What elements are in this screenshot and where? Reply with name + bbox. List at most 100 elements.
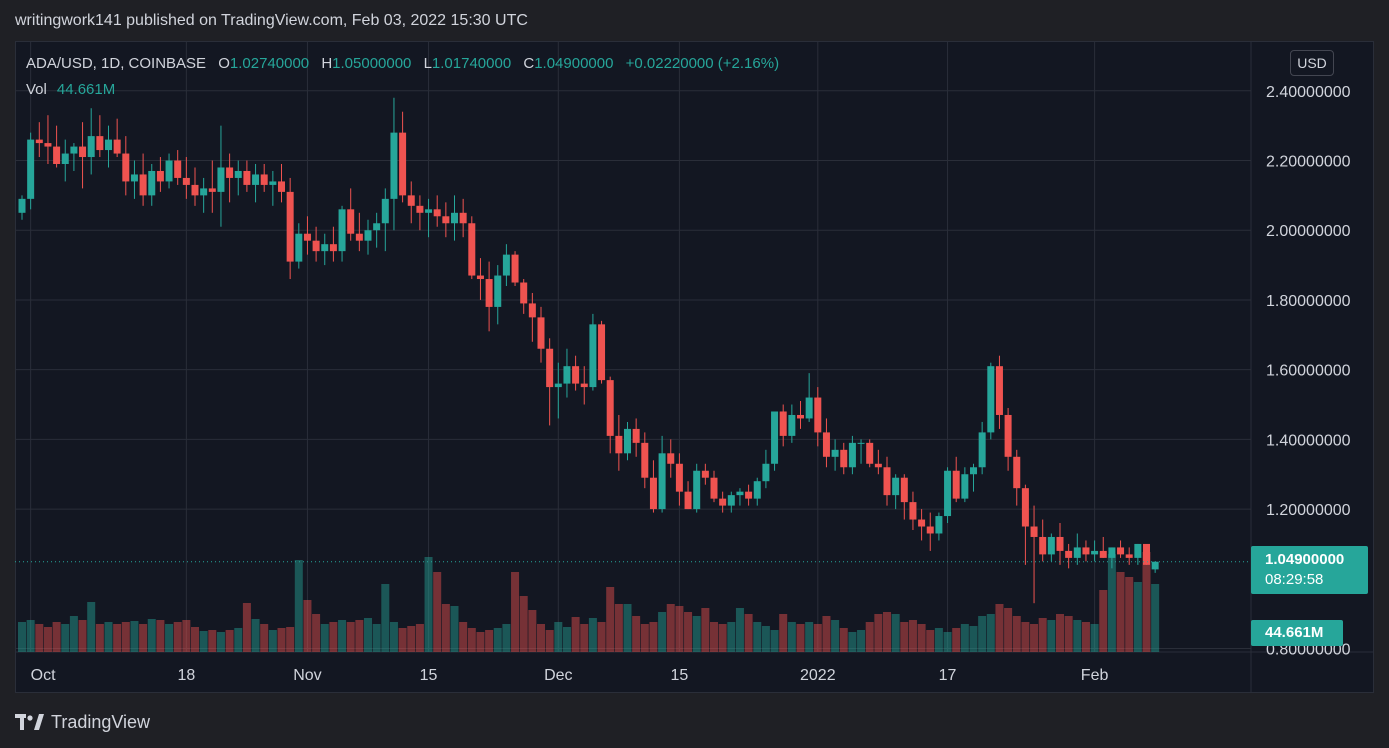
volume-bar <box>398 628 407 652</box>
volume-bar <box>216 632 225 652</box>
volume-bar <box>493 628 502 652</box>
x-tick-label: 15 <box>420 667 438 684</box>
candle-body <box>425 209 433 213</box>
candle-body <box>451 212 458 224</box>
bar-countdown: 08:29:58 <box>1265 571 1324 588</box>
candle-body <box>961 474 969 499</box>
candle <box>771 411 779 471</box>
volume-bar <box>571 617 580 652</box>
candle-body <box>1021 488 1029 527</box>
candle-body <box>1099 550 1107 558</box>
candle <box>1039 519 1047 562</box>
volume-bar <box>441 604 450 652</box>
candle <box>148 164 156 206</box>
volume-bar <box>173 622 182 652</box>
volume-bar <box>623 604 632 652</box>
candle <box>874 449 882 475</box>
volume-label[interactable]: Vol <box>26 81 47 98</box>
candle-body <box>797 414 804 419</box>
candle-body <box>1117 547 1125 555</box>
candle-body <box>130 174 138 182</box>
candle <box>762 449 770 489</box>
volume-bar <box>225 630 234 652</box>
footer[interactable]: TradingView <box>15 710 150 734</box>
volume-bar <box>934 628 943 652</box>
volume-bar <box>519 596 528 652</box>
volume-bar <box>1151 584 1160 652</box>
symbol-label[interactable]: ADA/USD, 1D, COINBASE <box>26 55 207 72</box>
candle <box>935 512 943 541</box>
low-value: 1.01740000 <box>431 55 512 72</box>
volume-bar <box>978 616 987 652</box>
candle <box>1013 449 1021 506</box>
candle-body <box>1004 414 1012 457</box>
candle-body <box>978 432 986 468</box>
candle <box>658 435 666 513</box>
volume-bar <box>692 616 701 652</box>
candle-body <box>27 139 35 199</box>
candle-body <box>468 223 476 276</box>
candle <box>381 188 389 252</box>
volume-bar <box>459 622 468 652</box>
candle <box>710 470 718 503</box>
volume-bar <box>1099 590 1108 652</box>
chart-frame[interactable] <box>15 41 1374 693</box>
candle <box>537 306 545 363</box>
candle-body <box>459 212 467 224</box>
volume-legend: Vol 44.661M <box>26 81 115 98</box>
candle <box>693 463 701 513</box>
candle <box>35 122 43 158</box>
candle <box>727 491 735 513</box>
candle-body <box>624 428 631 454</box>
candle-body <box>174 160 182 178</box>
candle <box>113 118 121 158</box>
volume-bar <box>147 619 156 652</box>
volume-bar <box>649 622 658 652</box>
candle <box>1117 540 1125 558</box>
candle-body <box>234 170 242 178</box>
candle <box>1047 533 1055 562</box>
volume-bar <box>511 572 520 652</box>
candle-body <box>658 453 666 510</box>
ohlc-legend: ADA/USD, 1D, COINBASE O1.02740000 H1.050… <box>26 55 779 72</box>
candle <box>182 157 190 199</box>
candle <box>243 160 251 192</box>
candle <box>1030 505 1038 604</box>
candle <box>200 177 208 213</box>
volume-bar <box>813 624 822 652</box>
candle <box>1099 536 1107 558</box>
volume-bar <box>1038 618 1047 652</box>
candle-body <box>528 303 536 318</box>
candle <box>667 439 675 478</box>
volume-bar <box>389 622 398 652</box>
volume-bar <box>960 624 969 652</box>
volume-bar <box>1030 624 1039 652</box>
candle <box>528 292 536 342</box>
candle <box>624 421 631 461</box>
candle-body <box>148 170 156 196</box>
candle-body <box>53 146 61 164</box>
candle-body <box>840 449 848 468</box>
candle <box>814 387 822 447</box>
currency-button[interactable]: USD <box>1290 50 1334 76</box>
candle <box>156 157 164 192</box>
open-value: 1.02740000 <box>229 55 310 72</box>
candle <box>425 198 433 238</box>
candle-body <box>35 139 43 144</box>
candle-body <box>987 366 995 433</box>
candle-body <box>883 467 891 496</box>
volume-bar <box>199 631 208 652</box>
candle-body <box>156 170 164 182</box>
candle-body <box>580 383 588 388</box>
candle <box>494 265 502 325</box>
candle-body <box>79 146 87 158</box>
volume-bars <box>18 552 1160 652</box>
candle-body <box>900 477 908 503</box>
candle <box>580 366 588 405</box>
candle-body <box>701 470 709 478</box>
volume-bar <box>606 587 615 652</box>
volume-bar <box>191 627 199 652</box>
volume-bar <box>95 624 104 652</box>
candle <box>779 404 787 447</box>
